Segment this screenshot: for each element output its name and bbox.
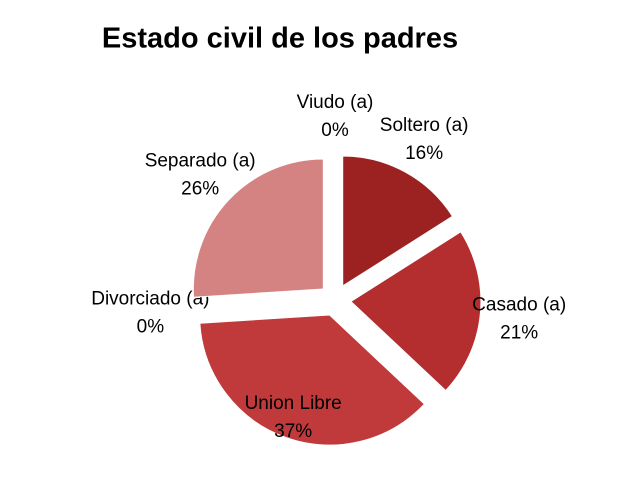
value-label: 37%: [274, 421, 312, 442]
value-label: 0%: [137, 317, 165, 338]
pie-slice: [350, 231, 482, 392]
slice-label: Divorciado (a): [91, 289, 209, 310]
slice-label: Separado (a): [145, 150, 256, 171]
value-label: 26%: [181, 178, 219, 199]
pie-slice: [342, 155, 454, 287]
value-label: 21%: [500, 322, 538, 343]
slice-label: Casado (a): [472, 294, 566, 315]
slice-label: Viudo (a): [297, 92, 374, 113]
slice-label: Union Libre: [245, 393, 342, 414]
pie-slice: [192, 158, 324, 298]
chart-title: Estado civil de los padres: [102, 23, 458, 55]
pie-slice: [199, 314, 426, 446]
value-label: 16%: [405, 143, 443, 164]
slice-label: Soltero (a): [380, 115, 469, 136]
value-label: 0%: [321, 120, 349, 141]
